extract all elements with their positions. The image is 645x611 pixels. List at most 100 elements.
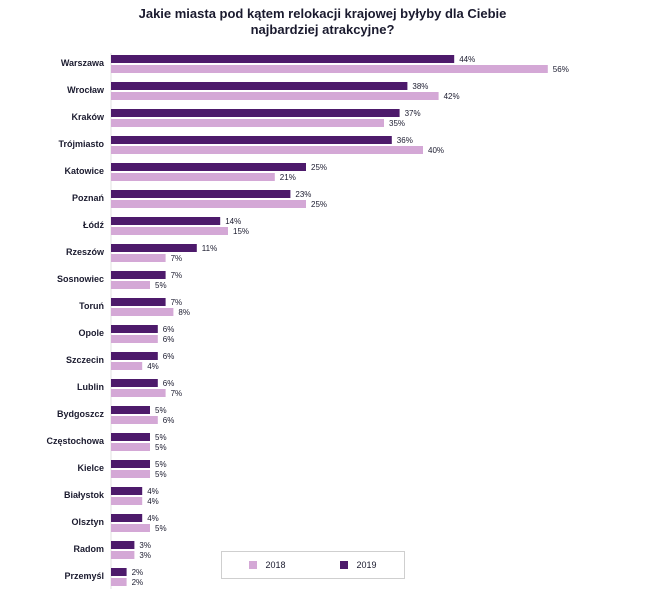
bar-2018-poznan <box>111 200 306 208</box>
data-label-2019-rzeszow: 11% <box>202 244 217 253</box>
data-label-2019-kielce: 5% <box>155 460 167 469</box>
bar-2018-bydgoszcz <box>111 416 158 424</box>
bar-2019-sosnowiec <box>111 271 166 279</box>
bar-2018-sosnowiec <box>111 281 150 289</box>
bar-2018-szczecin <box>111 362 143 370</box>
bar-2019-szczecin <box>111 352 158 360</box>
data-label-2019-trojmiasto: 36% <box>397 136 413 145</box>
data-label-2018-rzeszow: 7% <box>171 254 183 263</box>
bar-2018-przemysl <box>111 578 127 586</box>
data-label-2019-katowice: 25% <box>311 163 327 172</box>
bar-2019-rzeszow <box>111 244 197 252</box>
category-label-opole: Opole <box>78 328 104 338</box>
category-label-katowice: Katowice <box>64 166 104 176</box>
data-label-2019-lublin: 6% <box>163 379 175 388</box>
legend-swatch-2018 <box>249 561 258 569</box>
bar-2018-katowice <box>111 173 275 181</box>
bar-2018-czestochowa <box>111 443 150 451</box>
category-label-lublin: Lublin <box>77 382 104 392</box>
data-label-2018-olsztyn: 5% <box>155 524 167 533</box>
category-label-czestochowa: Częstochowa <box>46 436 105 446</box>
bar-2019-lublin <box>111 379 158 387</box>
bar-2019-czestochowa <box>111 433 150 441</box>
data-label-2018-katowice: 21% <box>280 173 296 182</box>
category-label-rzeszow: Rzeszów <box>66 247 105 257</box>
data-label-2019-czestochowa: 5% <box>155 433 167 442</box>
data-label-2019-wroclaw: 38% <box>412 82 428 91</box>
bar-2019-lodz <box>111 217 221 225</box>
bar-2018-kielce <box>111 470 150 478</box>
category-label-lodz: Łódź <box>83 220 104 230</box>
data-label-2019-torun: 7% <box>171 298 183 307</box>
data-label-2018-czestochowa: 5% <box>155 443 167 452</box>
bar-2019-wroclaw <box>111 82 408 90</box>
data-label-2019-opole: 6% <box>163 325 175 334</box>
bar-2019-kielce <box>111 460 150 468</box>
bar-2019-krakow <box>111 109 400 117</box>
data-label-2019-bialystok: 4% <box>147 487 159 496</box>
data-label-2018-kielce: 5% <box>155 470 167 479</box>
bar-2019-przemysl <box>111 568 127 576</box>
bar-2018-lublin <box>111 389 166 397</box>
legend-item-2018: 2018 <box>249 560 286 570</box>
category-label-poznan: Poznań <box>72 193 104 203</box>
bar-2019-bydgoszcz <box>111 406 150 414</box>
data-label-2018-krakow: 35% <box>389 119 405 128</box>
data-label-2018-warszawa: 56% <box>553 65 569 74</box>
legend-item-2019: 2019 <box>340 560 377 570</box>
bar-2018-torun <box>111 308 174 316</box>
bar-2019-trojmiasto <box>111 136 392 144</box>
category-label-bydgoszcz: Bydgoszcz <box>57 409 105 419</box>
data-label-2018-wroclaw: 42% <box>444 92 460 101</box>
data-label-2018-poznan: 25% <box>311 200 327 209</box>
legend-swatch-2019 <box>340 561 349 569</box>
bar-2019-warszawa <box>111 55 455 63</box>
bar-2018-warszawa <box>111 65 548 73</box>
data-label-2018-trojmiasto: 40% <box>428 146 444 155</box>
data-label-2018-przemysl: 2% <box>132 578 144 587</box>
chart-legend: 2018 2019 <box>221 551 405 579</box>
bar-2019-opole <box>111 325 158 333</box>
data-label-2019-olsztyn: 4% <box>147 514 159 523</box>
category-label-kielce: Kielce <box>77 463 104 473</box>
category-label-trojmiasto: Trójmiasto <box>58 139 104 149</box>
legend-label-2019: 2019 <box>356 560 377 570</box>
bar-2019-poznan <box>111 190 291 198</box>
data-label-2018-sosnowiec: 5% <box>155 281 167 290</box>
bar-2019-bialystok <box>111 487 143 495</box>
data-label-2019-bydgoszcz: 5% <box>155 406 167 415</box>
category-label-olsztyn: Olsztyn <box>71 517 104 527</box>
data-label-2019-radom: 3% <box>139 541 151 550</box>
bar-2019-torun <box>111 298 166 306</box>
data-label-2018-lublin: 7% <box>171 389 183 398</box>
chart-title: Jakie miasta pod kątem relokacji krajowe… <box>0 6 645 38</box>
category-label-wroclaw: Wrocław <box>67 85 105 95</box>
data-label-2019-warszawa: 44% <box>459 55 475 64</box>
data-label-2019-sosnowiec: 7% <box>171 271 183 280</box>
data-label-2019-poznan: 23% <box>295 190 311 199</box>
legend-label-2018: 2018 <box>265 560 286 570</box>
category-label-szczecin: Szczecin <box>66 355 104 365</box>
data-label-2018-lodz: 15% <box>233 227 249 236</box>
category-label-krakow: Kraków <box>71 112 105 122</box>
bar-2018-lodz <box>111 227 228 235</box>
bar-2018-wroclaw <box>111 92 439 100</box>
category-label-radom: Radom <box>73 544 104 554</box>
bar-2018-opole <box>111 335 158 343</box>
category-label-przemysl: Przemyśl <box>64 571 104 581</box>
bar-2019-katowice <box>111 163 306 171</box>
category-label-sosnowiec: Sosnowiec <box>57 274 104 284</box>
bar-2018-krakow <box>111 119 384 127</box>
data-label-2018-bydgoszcz: 6% <box>163 416 175 425</box>
bar-2018-trojmiasto <box>111 146 423 154</box>
data-label-2018-torun: 8% <box>178 308 190 317</box>
bar-2019-olsztyn <box>111 514 143 522</box>
category-label-bialystok: Białystok <box>64 490 105 500</box>
data-label-2019-przemysl: 2% <box>132 568 144 577</box>
bar-2018-olsztyn <box>111 524 150 532</box>
data-label-2019-lodz: 14% <box>225 217 241 226</box>
bar-2018-bialystok <box>111 497 143 505</box>
bar-2018-radom <box>111 551 135 559</box>
category-label-warszawa: Warszawa <box>61 58 105 68</box>
